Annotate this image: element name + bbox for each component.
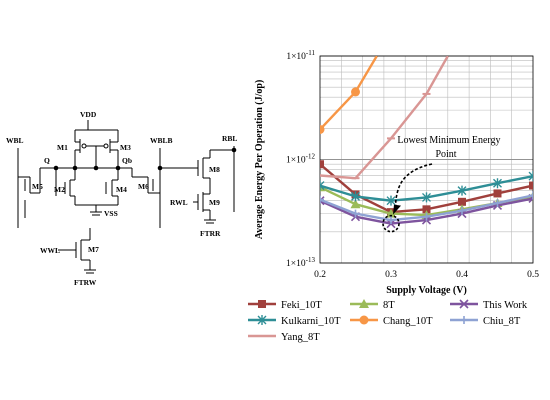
series-marker xyxy=(422,192,431,203)
series-marker xyxy=(528,171,533,182)
legend-item: Feki_10T xyxy=(248,300,322,311)
series-marker xyxy=(386,195,396,206)
series-marker xyxy=(350,199,361,209)
y-tick-label: 1×10-11 xyxy=(286,49,315,62)
series-marker xyxy=(257,315,267,325)
label-rbl: RBL xyxy=(222,134,237,143)
label-m4: M4 xyxy=(116,185,127,194)
series-marker xyxy=(529,181,533,190)
label-wbl: WBL xyxy=(6,136,24,145)
label-m9: M9 xyxy=(209,198,220,207)
series-yang-8t xyxy=(320,56,449,180)
energy-chart: 1×10-11 1×10-12 1×10-13 0.2 0.3 0.4 0.5 Avera… xyxy=(248,49,539,343)
x-tick-label: 0.5 xyxy=(527,270,539,280)
y-tick-labels: 1×10-11 1×10-12 1×10-13 xyxy=(286,49,315,269)
series-layer xyxy=(320,56,533,229)
label-q: Q xyxy=(44,156,50,165)
series-marker xyxy=(320,180,325,191)
legend-item: Chiu_8T xyxy=(450,316,521,327)
series-marker xyxy=(458,206,466,215)
series-marker xyxy=(460,316,468,324)
series-marker xyxy=(351,209,360,218)
series-kulkarni-10t xyxy=(320,171,533,206)
series-marker xyxy=(320,182,325,192)
series-marker xyxy=(529,191,533,200)
legend-label: 8T xyxy=(383,300,395,311)
series-marker xyxy=(387,216,395,225)
legend-item: This Work xyxy=(450,299,528,311)
series-chang-10t xyxy=(320,56,378,134)
label-m8: M8 xyxy=(209,165,220,174)
series-marker xyxy=(359,299,369,308)
label-ftrw: FTRW xyxy=(74,278,97,287)
series-marker xyxy=(320,160,324,169)
series-marker xyxy=(320,195,324,204)
label-m5: M5 xyxy=(32,182,43,191)
label-m6: M6 xyxy=(138,182,149,191)
legend-item: Kulkarni_10T xyxy=(248,315,341,327)
plot-frame xyxy=(319,55,534,264)
annotation-circle xyxy=(382,214,400,233)
x-axis-title: Supply Voltage (V) xyxy=(386,285,467,296)
series-marker xyxy=(320,124,325,134)
series-marker xyxy=(493,189,502,198)
series-marker xyxy=(351,191,360,202)
legend-label: Chiu_8T xyxy=(483,316,521,327)
series-marker xyxy=(493,198,502,207)
series-marker xyxy=(359,315,369,325)
annotation-line-1: Lowest Minimum Energy xyxy=(397,135,500,146)
x-tick-label: 0.4 xyxy=(456,270,468,280)
series-marker xyxy=(422,205,431,214)
legend-label: Feki_10T xyxy=(281,300,322,311)
label-m1: M1 xyxy=(57,143,68,152)
x-tick-label: 0.2 xyxy=(314,270,326,280)
series-marker xyxy=(258,300,266,308)
label-m3: M3 xyxy=(120,143,131,152)
label-rwl: RWL xyxy=(170,198,188,207)
series-marker xyxy=(320,196,325,206)
label-wwl: WWL xyxy=(40,246,60,255)
circuit-labels: WBL VDD M1 M3 Q Qb M2 M4 M5 M6 VSS WWL M… xyxy=(6,110,237,287)
series-marker xyxy=(422,212,431,221)
label-vdd: VDD xyxy=(80,110,97,119)
chart-grid xyxy=(320,55,533,264)
legend-label: This Work xyxy=(483,300,528,311)
series-marker xyxy=(493,178,502,189)
annotation-line-2: Point xyxy=(435,149,456,160)
label-vss: VSS xyxy=(104,209,118,218)
series-chiu-8t xyxy=(320,191,533,225)
y-axis-title: Average Energy Per Operation (J/op) xyxy=(254,80,265,240)
legend-label: Kulkarni_10T xyxy=(281,316,341,327)
y-tick-label: 1×10-13 xyxy=(286,256,315,269)
label-m2: M2 xyxy=(54,185,65,194)
series-line xyxy=(320,56,378,131)
label-ftrr: FTRR xyxy=(200,229,221,238)
y-tick-label: 1×10-12 xyxy=(286,153,315,166)
label-qb: Qb xyxy=(122,156,132,165)
series-marker xyxy=(458,197,466,206)
series-marker xyxy=(386,208,396,218)
annotation-arrowhead xyxy=(393,204,401,215)
label-wblb: WBLB xyxy=(150,136,173,145)
label-m7: M7 xyxy=(88,245,99,254)
series-marker xyxy=(457,185,467,196)
legend-item: Chang_10T xyxy=(350,315,433,327)
legend-item: 8T xyxy=(350,299,395,311)
legend-item: Yang_8T xyxy=(248,332,320,343)
legend-label: Yang_8T xyxy=(281,332,320,343)
series-marker xyxy=(351,87,360,97)
x-tick-labels: 0.2 0.3 0.4 0.5 xyxy=(314,270,539,280)
series-marker xyxy=(459,299,469,309)
minimum-energy-annotation: Lowest Minimum Energy Point xyxy=(382,135,501,233)
chart-legend: Feki_10T 8T This Work Kulkarni_10T Chang_10T… xyxy=(248,299,528,343)
circuit-junction-dots xyxy=(53,147,237,171)
legend-label: Chang_10T xyxy=(383,316,433,327)
x-tick-label: 0.3 xyxy=(385,270,397,280)
